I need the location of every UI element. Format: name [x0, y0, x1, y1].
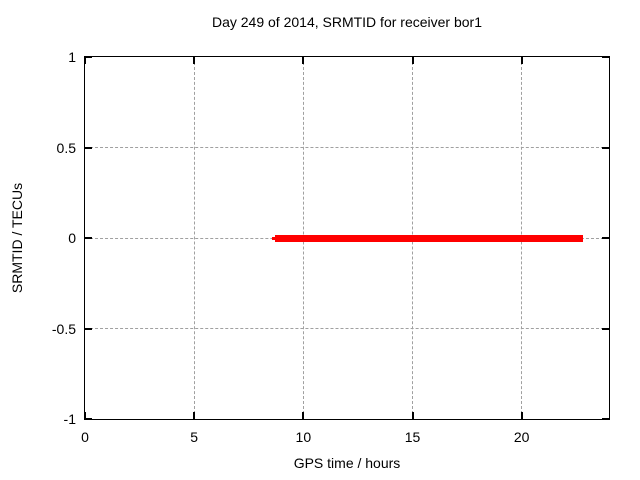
x-tick-bottom-15 — [411, 412, 414, 419]
y-tick-right-0.5 — [602, 146, 609, 149]
y-tick-left-0 — [85, 237, 92, 239]
series-srmtid-segment-0 — [271, 236, 275, 240]
series-srmtid-segment-1 — [274, 234, 583, 242]
x-tick-top-0 — [84, 57, 86, 64]
y-tick-left-1 — [85, 56, 92, 58]
y-tick-right--0.5 — [602, 327, 609, 330]
x-tick-bottom-10 — [302, 412, 305, 419]
gridline-y-0.5 — [85, 147, 609, 148]
y-tick-label-0.5: 0.5 — [56, 139, 76, 156]
y-tick-left--0.5 — [85, 327, 92, 330]
y-tick-left-0.5 — [85, 146, 92, 149]
x-tick-bottom-20 — [520, 412, 523, 419]
x-axis-label: GPS time / hours — [293, 455, 401, 471]
x-tick-label-0: 0 — [81, 429, 89, 445]
y-tick-right-1 — [602, 56, 609, 58]
x-tick-bottom-0 — [84, 412, 86, 419]
y-tick-label--0.5: -0.5 — [51, 320, 76, 337]
x-tick-top-10 — [302, 57, 305, 64]
chart-title: Day 249 of 2014, SRMTID for receiver bor… — [211, 14, 482, 30]
y-tick-right--1 — [602, 418, 609, 420]
x-tick-bottom-5 — [193, 412, 196, 419]
x-tick-top-5 — [193, 57, 196, 64]
y-tick-left--1 — [85, 418, 92, 420]
y-tick-right-0 — [602, 237, 609, 239]
y-tick-label-1: 1 — [68, 49, 76, 65]
y-tick-label-0: 0 — [68, 230, 76, 246]
x-tick-top-20 — [520, 57, 523, 64]
x-tick-label-10: 10 — [295, 429, 312, 445]
x-tick-label-20: 20 — [513, 429, 530, 445]
x-tick-label-5: 5 — [190, 429, 199, 445]
plot-area — [84, 56, 610, 420]
x-tick-label-15: 15 — [404, 429, 421, 445]
gridline-y--0.5 — [85, 328, 609, 329]
y-tick-label--1: -1 — [63, 411, 76, 427]
x-tick-top-15 — [411, 57, 414, 64]
